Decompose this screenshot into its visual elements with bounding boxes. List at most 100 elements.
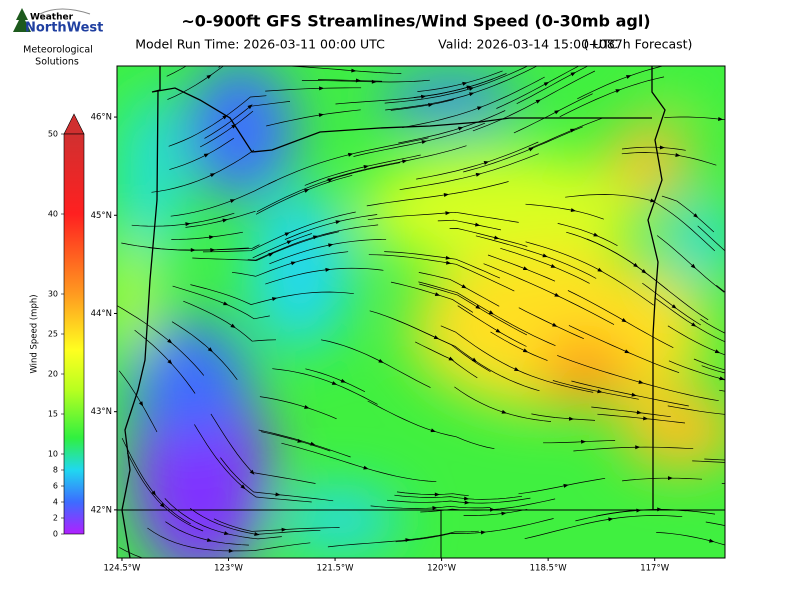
- stream-arrow: [347, 152, 354, 157]
- streamline: [667, 405, 725, 415]
- stream-arrow: [209, 235, 215, 240]
- stream-arrow: [501, 511, 507, 516]
- colorbar-tick-label: 20: [48, 370, 58, 379]
- streamline: [721, 483, 725, 484]
- stream-arrow: [554, 110, 560, 115]
- stream-arrow: [753, 414, 758, 418]
- streamline: [301, 79, 430, 83]
- stream-arrow: [430, 428, 436, 433]
- streamline: [183, 300, 277, 342]
- stream-arrow: [667, 476, 673, 481]
- lat-tick-label: 43°N: [91, 407, 112, 417]
- streamline: [194, 424, 312, 503]
- stream-arrow: [351, 68, 357, 73]
- logo: Weather NorthWest Meteorological Solutio…: [13, 8, 103, 68]
- lat-tick-label: 42°N: [91, 505, 112, 515]
- streamline: [437, 219, 501, 231]
- stream-arrow: [230, 323, 236, 328]
- streamline: [165, 521, 249, 546]
- streamline: [385, 66, 538, 111]
- colorbar-tick-label: 30: [48, 290, 58, 299]
- stream-arrow: [151, 490, 156, 496]
- streamline: [516, 66, 589, 105]
- streamline: [513, 93, 593, 134]
- stream-arrow: [167, 338, 173, 344]
- forecast-hour: (+087h Forecast): [584, 37, 693, 52]
- logo-caption: Meteorological: [23, 45, 93, 56]
- streamline: [171, 231, 243, 240]
- streamline: [528, 117, 603, 150]
- streamline: [168, 95, 267, 147]
- stream-arrow: [543, 81, 550, 87]
- streamline: [396, 491, 469, 497]
- stream-arrow: [206, 538, 213, 542]
- streamline: [326, 145, 467, 181]
- stream-arrow: [597, 267, 603, 272]
- stream-arrow: [463, 496, 470, 501]
- stream-arrow: [468, 87, 475, 91]
- run-time: Model Run Time: 2026-03-11 00:00 UTC: [135, 37, 385, 52]
- streamline: [454, 386, 552, 422]
- stream-arrow: [643, 416, 649, 421]
- logo-caption: Solutions: [35, 57, 79, 68]
- lat-tick-label: 44°N: [91, 309, 112, 319]
- streamline: [289, 66, 402, 74]
- streamline: [500, 247, 590, 284]
- streamline: [252, 233, 312, 259]
- stream-arrow: [796, 384, 800, 388]
- stream-arrow: [563, 483, 569, 488]
- colorbar-label: Wind Speed (mph): [30, 294, 40, 373]
- streamline: [417, 70, 503, 92]
- streamline: [220, 457, 334, 502]
- streamline: [418, 272, 500, 307]
- streamline: [189, 508, 321, 535]
- streamline: [131, 212, 235, 227]
- stream-arrow: [335, 220, 341, 225]
- streamline: [269, 238, 387, 265]
- streamline: [472, 70, 596, 132]
- stream-arrow: [434, 292, 441, 297]
- streamline: [390, 281, 474, 313]
- streamline: [335, 78, 494, 105]
- stream-arrow: [581, 439, 587, 444]
- streamline: [664, 116, 725, 121]
- streamline: [622, 477, 703, 482]
- stream-arrow: [638, 380, 644, 384]
- colorbar-tick-label: 8: [53, 466, 58, 475]
- stream-arrow: [522, 266, 529, 271]
- stream-arrow: [310, 441, 316, 446]
- stream-arrow: [446, 260, 452, 265]
- streamline: [568, 325, 680, 374]
- streamline: [259, 396, 337, 420]
- stream-arrow: [522, 348, 529, 353]
- streamline: [395, 518, 554, 543]
- streamline: [151, 149, 255, 193]
- streamline: [265, 87, 362, 92]
- stream-arrow: [319, 86, 325, 91]
- streamline: [416, 141, 539, 180]
- streamline: [256, 162, 401, 213]
- streamline: [559, 76, 665, 118]
- stream-arrow: [363, 465, 369, 470]
- title: ~0-900ft GFS Streamlines/Wind Speed (0-3…: [181, 12, 650, 31]
- streamline: [418, 281, 556, 347]
- stream-arrow: [615, 89, 621, 94]
- streamline: [185, 210, 256, 228]
- stream-arrow: [746, 461, 751, 465]
- stream-arrow: [421, 140, 427, 144]
- streamline: [440, 325, 594, 393]
- streamline: [419, 283, 528, 336]
- stream-arrow: [641, 269, 647, 274]
- streamline: [267, 137, 429, 185]
- streamline: [577, 66, 665, 100]
- colorbar-tick-label: 25: [48, 330, 58, 339]
- stream-arrow: [535, 99, 541, 104]
- stream-arrow: [714, 349, 721, 354]
- streamline: [571, 380, 689, 407]
- streamline: [667, 325, 725, 356]
- stream-arrow: [593, 232, 599, 237]
- stream-arrow: [405, 538, 411, 543]
- valid-time: Valid: 2026-03-14 15:00 UTC: [438, 37, 618, 52]
- stream-arrow: [434, 492, 440, 497]
